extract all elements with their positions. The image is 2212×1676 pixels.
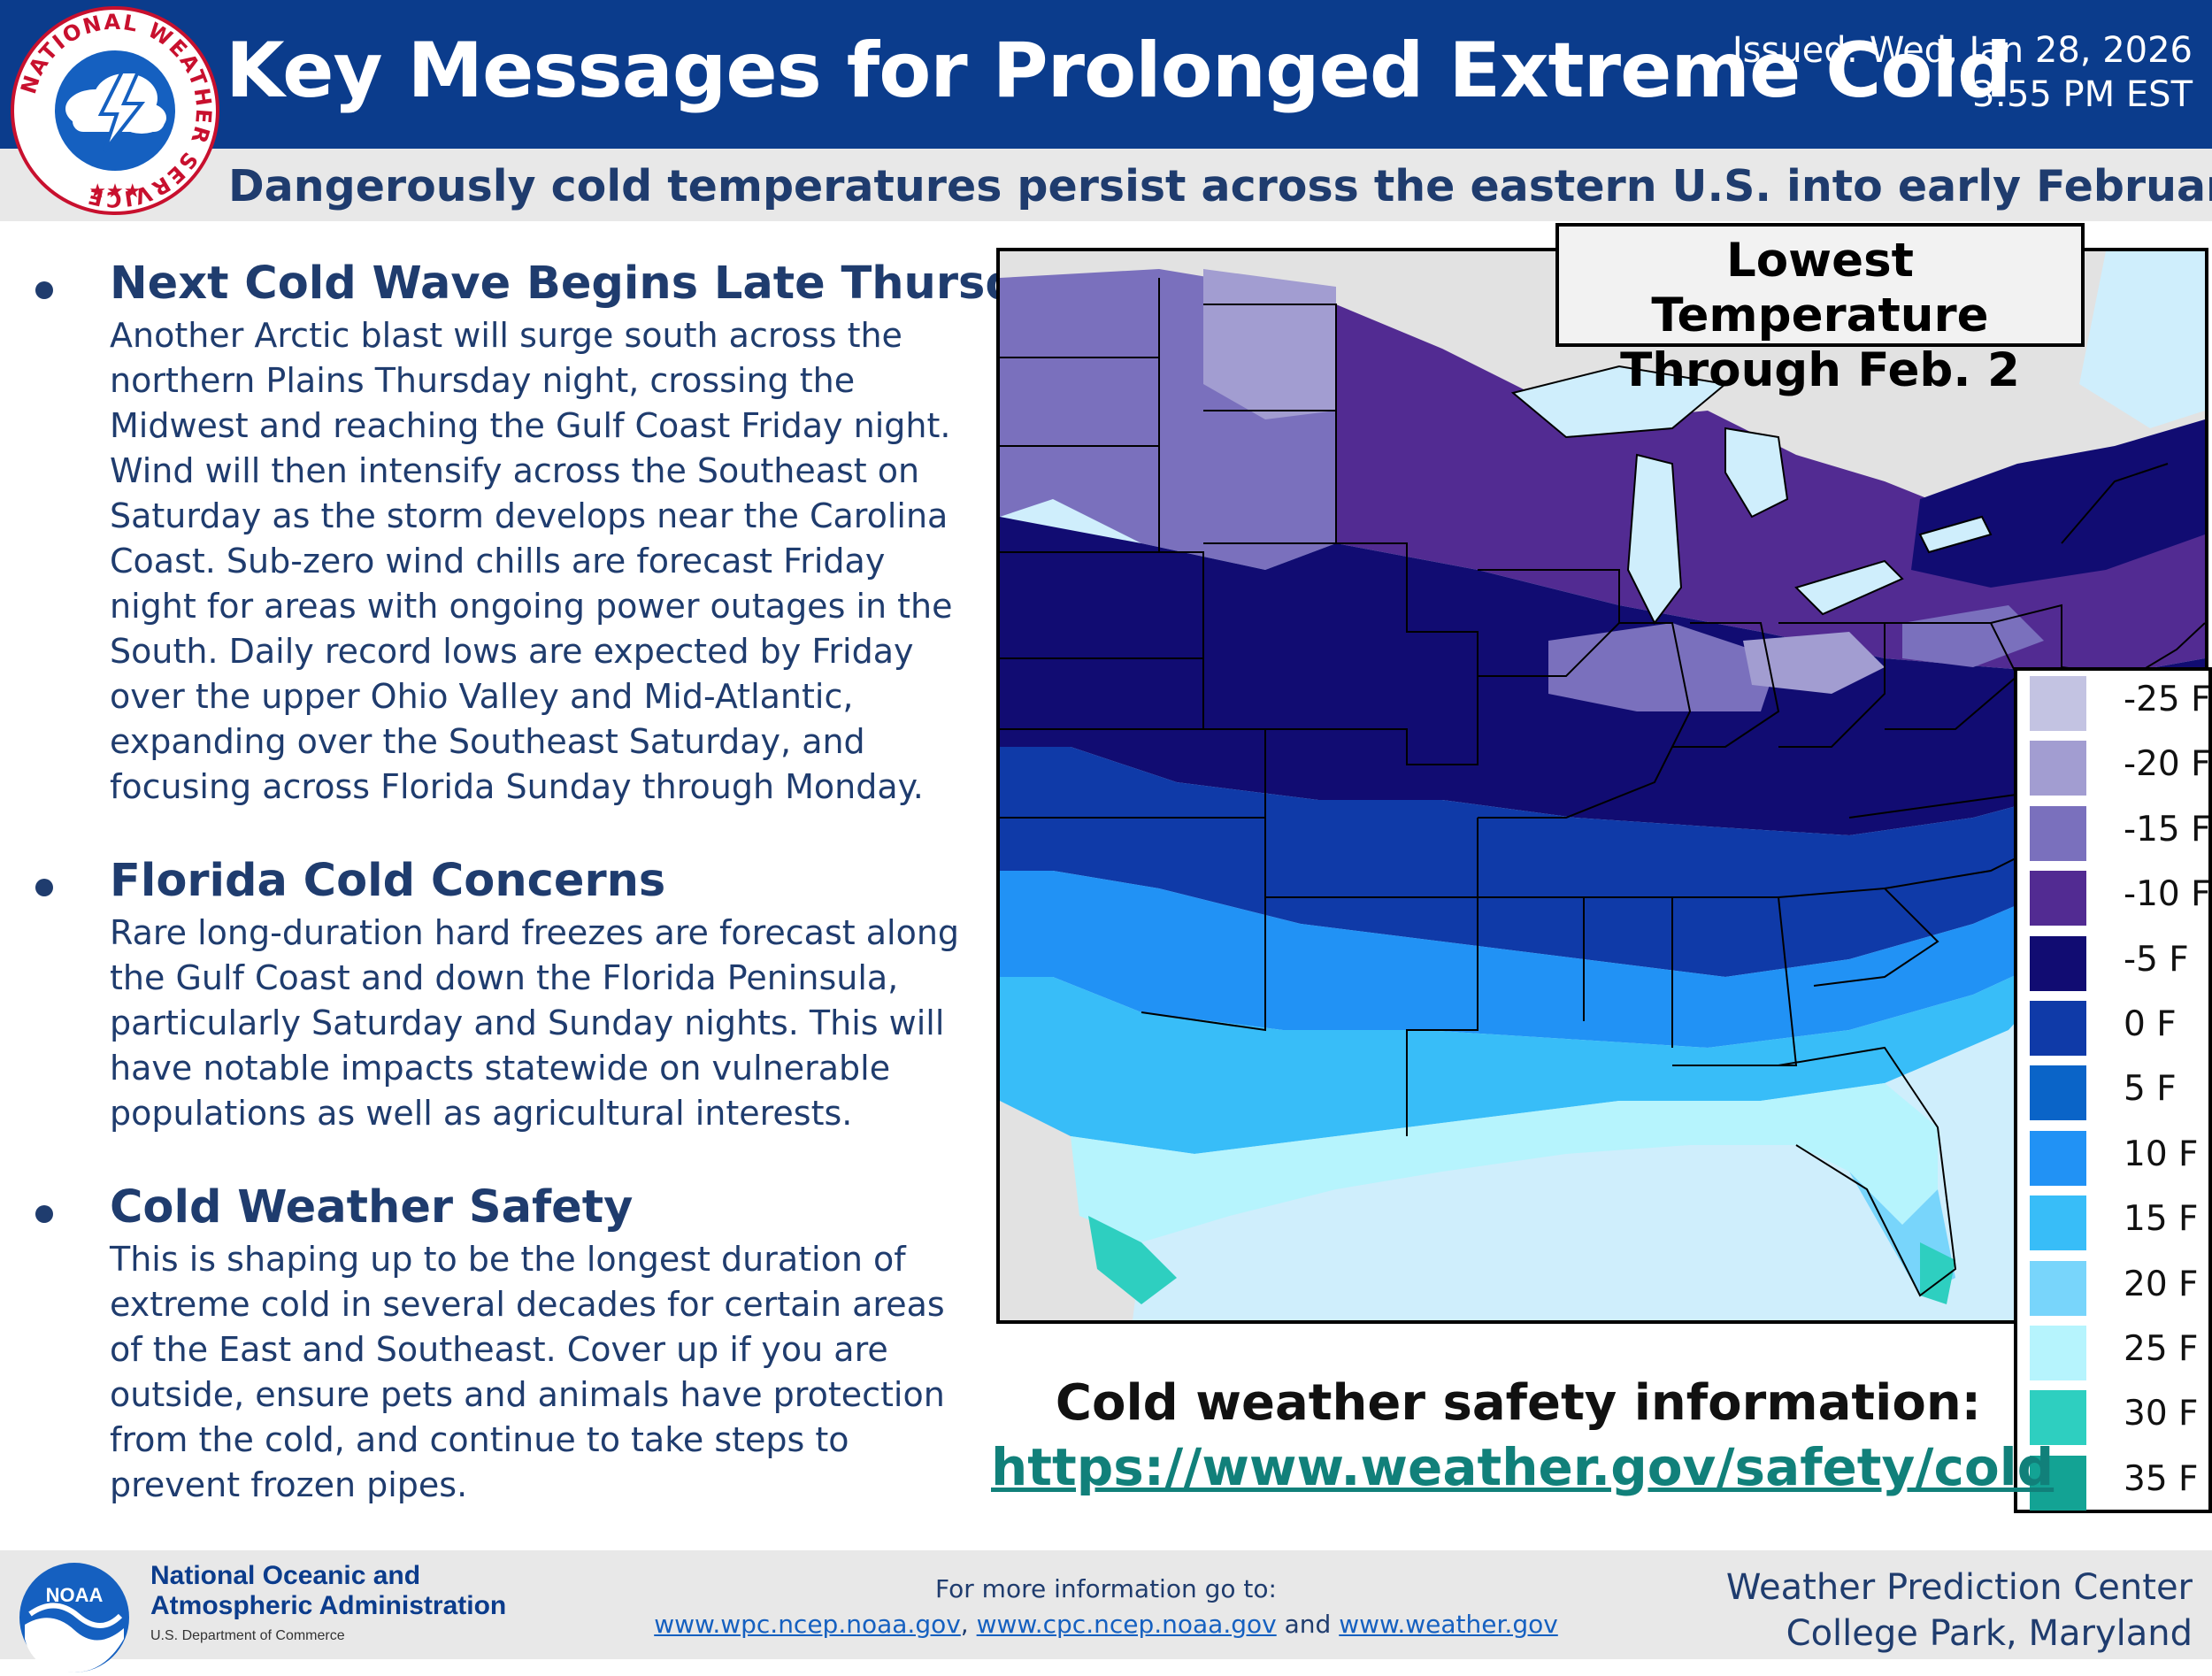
state-boundaries: [1000, 278, 2205, 1136]
temperature-legend: -25 F -20 F -15 F -10 F -5 F 0 F 5 F 10 F 15 F 20…: [2014, 667, 2212, 1513]
legend-label: 10 F: [2124, 1134, 2199, 1174]
wpc-location: Weather Prediction Center College Park, …: [1726, 1565, 2193, 1657]
legend-swatch: [2030, 741, 2086, 796]
wpc-link[interactable]: www.wpc.ncep.noaa.gov: [654, 1610, 961, 1639]
legend-row: 5 F: [2028, 1062, 2205, 1122]
legend-label: 5 F: [2124, 1069, 2177, 1110]
agency-line2: Atmospheric Administration: [150, 1591, 507, 1620]
legend-label: -5 F: [2124, 939, 2189, 980]
legend-label: -10 F: [2124, 874, 2211, 915]
bullet-icon: [35, 879, 53, 896]
legend-row: -25 F: [2028, 673, 2211, 733]
temperature-map: [996, 248, 2208, 1324]
key-message-body: Rare long-duration hard freezes are fore…: [110, 913, 960, 1133]
legend-swatch: [2030, 1260, 2086, 1316]
legend-row: -5 F: [2028, 933, 2205, 993]
key-message-body: Another Arctic blast will surge south ac…: [110, 316, 953, 806]
agency-line1: National Oceanic and: [150, 1561, 421, 1590]
key-messages: Next Cold Wave Begins Late Thursday Anot…: [27, 257, 1076, 1552]
legend-row: 20 F: [2028, 1257, 2205, 1318]
legend-swatch: [2030, 1455, 2086, 1511]
noaa-logo: NOAA: [19, 1563, 129, 1672]
legend-row: 15 F: [2028, 1192, 2205, 1252]
bullet-icon: [35, 281, 53, 299]
legend-row: -20 F: [2028, 737, 2211, 797]
issued-time: 3:55 PM EST: [1972, 74, 2193, 115]
legend-label: 35 F: [2124, 1458, 2199, 1499]
issued-date: Issued: Wed, Jan 28, 2026: [1732, 30, 2193, 71]
legend-swatch: [2030, 1065, 2086, 1121]
legend-row: 10 F: [2028, 1127, 2205, 1188]
legend-label: 15 F: [2124, 1199, 2199, 1240]
legend-row: -10 F: [2028, 867, 2211, 927]
safety-label: Cold weather safety information:: [1055, 1374, 1982, 1432]
legend-swatch: [2030, 1195, 2086, 1251]
key-message-heading: Cold Weather Safety: [110, 1181, 634, 1234]
legend-swatch: [2030, 676, 2086, 731]
department-name: U.S. Department of Commerce: [150, 1628, 345, 1643]
page-title: Key Messages for Prolonged Extreme Cold: [226, 27, 2012, 115]
header-bar: Key Messages for Prolonged Extreme Cold …: [0, 0, 2212, 149]
legend-swatch: [2030, 935, 2086, 991]
legend-swatch: [2030, 1390, 2086, 1446]
map-title-line2: Through Feb. 2: [1620, 343, 2020, 397]
legend-label: -20 F: [2124, 744, 2211, 785]
legend-label: -25 F: [2124, 680, 2211, 719]
subtitle-bar: Dangerously cold temperatures persist ac…: [0, 149, 2212, 221]
map-title: Lowest Temperature Through Feb. 2: [1555, 223, 2085, 397]
nws-storm-cloud-icon: [65, 70, 166, 153]
nws-logo-stars: ★★★: [88, 181, 141, 203]
wpc-city: College Park, Maryland: [1786, 1613, 2193, 1654]
wpc-name: Weather Prediction Center: [1725, 1567, 2193, 1608]
key-message-heading: Next Cold Wave Begins Late Thursday: [110, 258, 1076, 310]
legend-row: 25 F: [2028, 1322, 2205, 1382]
key-message-heading: Florida Cold Concerns: [110, 855, 666, 907]
noaa-logo-text: NOAA: [46, 1584, 104, 1606]
footer-bar: NOAA National Oceanic and Atmospheric Ad…: [0, 1550, 2212, 1672]
page-subtitle: Dangerously cold temperatures persist ac…: [228, 161, 2212, 211]
legend-swatch: [2030, 871, 2086, 926]
bullet-icon: [35, 1205, 53, 1223]
nws-logo: NATIONAL WEATHER SERVICE ★★★: [11, 6, 219, 215]
map-title-line1: Lowest Temperature: [1651, 234, 1989, 342]
legend-swatch: [2030, 1326, 2086, 1380]
links-and: and: [1284, 1610, 1332, 1639]
key-message-2: Florida Cold Concerns Rare long-duration…: [27, 854, 982, 1136]
legend-label: 30 F: [2124, 1394, 2199, 1434]
key-message-1: Next Cold Wave Begins Late Thursday Anot…: [27, 257, 1076, 810]
more-info: For more information go to: www.wpc.ncep…: [566, 1572, 1646, 1642]
more-info-label: For more information go to:: [935, 1574, 1277, 1603]
legend-swatch: [2030, 805, 2086, 861]
legend-row: 0 F: [2028, 997, 2205, 1057]
legend-row: -15 F: [2028, 803, 2211, 863]
legend-row: 30 F: [2028, 1387, 2205, 1447]
nws-link[interactable]: www.weather.gov: [1339, 1610, 1558, 1639]
issued-timestamp: Issued: Wed, Jan 28, 2026 3:55 PM EST: [1732, 28, 2193, 117]
more-info-links: www.wpc.ncep.noaa.gov, www.cpc.ncep.noaa…: [654, 1610, 1558, 1639]
safety-link[interactable]: https://www.weather.gov/safety/cold: [991, 1437, 2055, 1497]
cpc-link[interactable]: www.cpc.ncep.noaa.gov: [976, 1610, 1277, 1639]
legend-label: 25 F: [2124, 1329, 2199, 1369]
agency-name: National Oceanic and Atmospheric Adminis…: [150, 1561, 506, 1621]
legend-swatch: [2030, 1001, 2086, 1056]
legend-label: 0 F: [2124, 1004, 2177, 1044]
legend-label: 20 F: [2124, 1264, 2199, 1304]
key-message-body: This is shaping up to be the longest dur…: [110, 1240, 945, 1504]
legend-row: 35 F: [2028, 1452, 2205, 1512]
safety-info: Cold weather safety information: https:/…: [991, 1372, 2054, 1499]
legend-swatch: [2030, 1130, 2086, 1186]
key-message-3: Cold Weather Safety This is shaping up t…: [27, 1180, 982, 1508]
legend-label: -15 F: [2124, 809, 2211, 850]
